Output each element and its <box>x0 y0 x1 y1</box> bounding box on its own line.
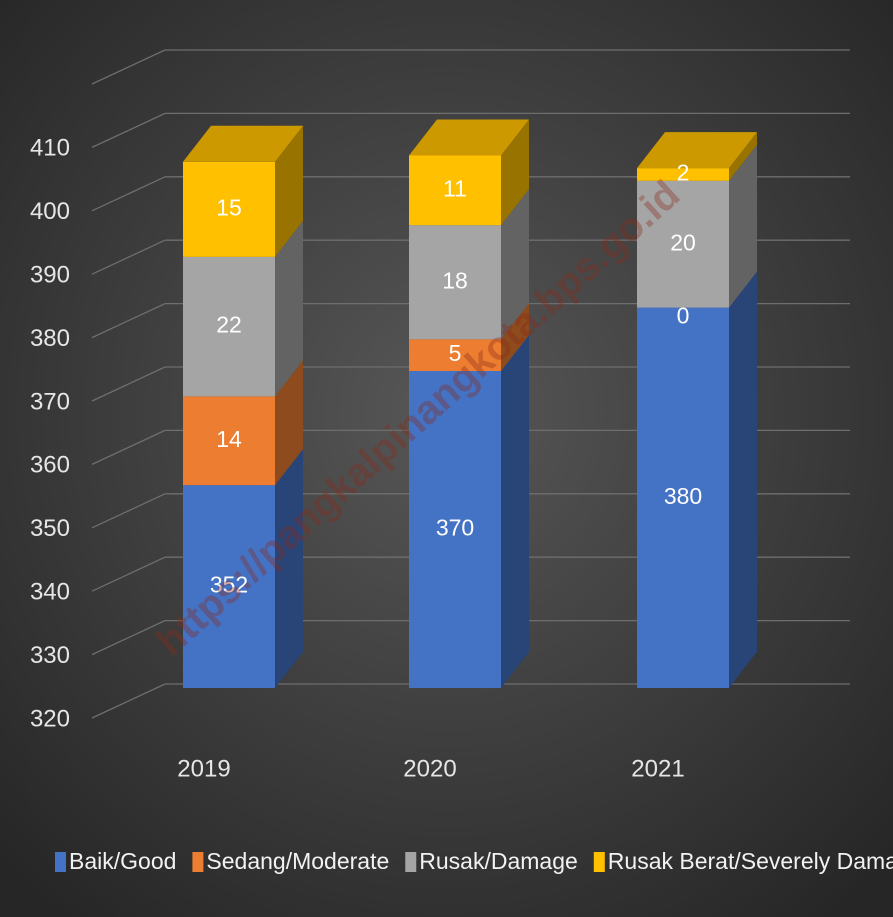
y-tick-label: 390 <box>30 262 70 289</box>
bar-side <box>501 335 529 688</box>
data-label: 370 <box>436 515 474 541</box>
y-tick-label: 330 <box>30 642 70 669</box>
bar <box>183 161 275 257</box>
y-tick-label: 340 <box>30 579 70 606</box>
legend-label: Rusak Berat/Severely Damage <box>608 848 893 874</box>
data-label: 14 <box>216 426 242 452</box>
legend-label: Sedang/Moderate <box>206 848 389 874</box>
grid-line-side <box>91 239 166 275</box>
bar-side <box>275 449 303 688</box>
y-tick-label: 380 <box>30 325 70 352</box>
data-label: 11 <box>443 175 467 201</box>
legend-label: Rusak/Damage <box>419 848 578 874</box>
grid-line-side <box>91 620 166 656</box>
data-label: 5 <box>449 340 462 366</box>
data-label: 0 <box>677 303 690 329</box>
data-label: 352 <box>210 572 248 598</box>
data-label: 22 <box>216 312 242 338</box>
grid-line-side <box>91 556 166 592</box>
bar-top <box>183 125 303 162</box>
legend: Baik/Good Sedang/Moderate Rusak/Damage Rusa… <box>55 848 893 874</box>
bar-top <box>409 119 529 156</box>
data-label: 2 <box>677 160 690 186</box>
bar <box>183 485 275 688</box>
bar-side <box>275 360 303 486</box>
y-tick-label: 350 <box>30 515 70 542</box>
x-tick-label: 2020 <box>403 755 456 782</box>
grid-line-side <box>91 112 166 148</box>
bar-side <box>729 271 757 688</box>
y-tick-label: 410 <box>30 135 70 162</box>
x-tick-label: 2019 <box>177 755 230 782</box>
bar-side <box>275 220 303 397</box>
bar-side <box>729 144 757 308</box>
bar <box>637 168 729 181</box>
bar-top <box>637 132 757 169</box>
bar <box>183 396 275 486</box>
data-label: 20 <box>670 229 696 255</box>
legend-swatch <box>192 852 204 872</box>
bar <box>183 256 275 397</box>
bar-side <box>501 303 529 371</box>
data-label: 380 <box>664 483 702 509</box>
bar <box>637 307 729 688</box>
bar <box>409 371 501 688</box>
y-tick-label: 320 <box>30 705 70 732</box>
y-tick-label: 360 <box>30 452 70 479</box>
legend-swatch <box>593 852 605 872</box>
grid-line-side <box>91 49 166 85</box>
grid-line-side <box>91 176 166 212</box>
legend-swatch <box>405 852 417 872</box>
grid-line-side <box>91 493 166 529</box>
grid-line-side <box>91 303 166 339</box>
bar-side <box>501 189 529 340</box>
data-label: 18 <box>442 267 468 293</box>
bar-side <box>275 125 303 257</box>
bar-side <box>501 119 529 226</box>
legend-swatch <box>55 852 66 872</box>
legend-label: Baik/Good <box>69 848 176 874</box>
plot-area: 320 330 340 350 360 370 380 390 400 410 352 14 22 15 2… <box>30 49 850 782</box>
bar <box>409 225 501 340</box>
data-label: 15 <box>216 194 242 220</box>
y-tick-label: 370 <box>30 388 70 415</box>
bar-side <box>729 132 757 181</box>
bar <box>409 155 501 226</box>
grid-line-side <box>91 683 166 719</box>
bar <box>637 180 729 308</box>
grid-line-side <box>91 366 166 402</box>
bar <box>409 339 501 371</box>
y-tick-label: 400 <box>30 198 70 225</box>
x-tick-label: 2021 <box>631 755 684 782</box>
grid-line-side <box>91 429 166 465</box>
